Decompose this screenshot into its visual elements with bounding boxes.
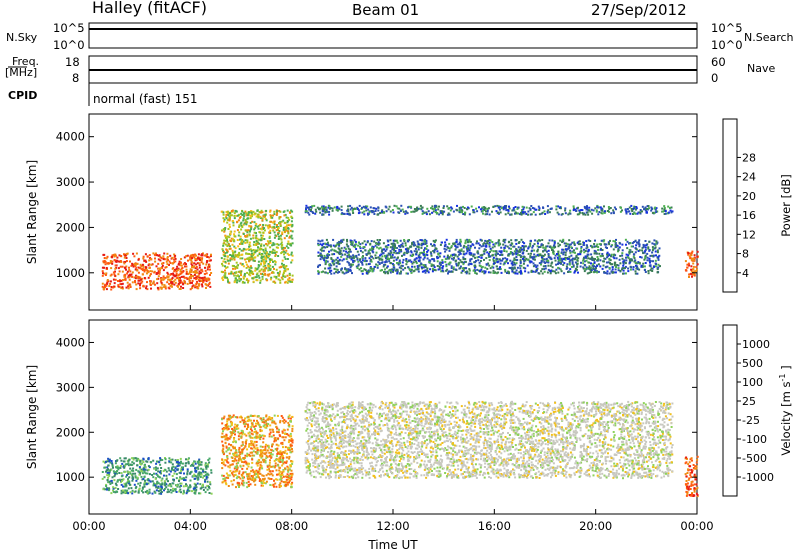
velocity-colorbar-label-3: 25 bbox=[742, 395, 756, 408]
power-colorbar-label-1: 8 bbox=[742, 248, 749, 261]
freq-tick-bottom: 8 bbox=[72, 71, 80, 85]
power-ytick-label-2: 3000 bbox=[56, 175, 85, 189]
power-colorbar-label-4: 20 bbox=[742, 190, 756, 203]
velocity-xtick-label-0: 00:00 bbox=[72, 519, 105, 533]
velocity-colorbar-label-1: 500 bbox=[742, 357, 763, 370]
power-colorbar-label-3: 16 bbox=[742, 209, 756, 222]
velocity-ytick-label-2: 3000 bbox=[56, 380, 85, 394]
nave-tick-bottom: 0 bbox=[711, 71, 719, 85]
power-ytick-label-1: 2000 bbox=[56, 220, 85, 234]
velocity-colorbar-label-6: -500 bbox=[742, 452, 767, 465]
velocity-echo-region-1 bbox=[223, 428, 226, 431]
velocity-ytick-label-0: 1000 bbox=[56, 470, 85, 484]
velocity-colorbar-title: Velocity [m s-1 ] bbox=[778, 365, 793, 455]
power-colorbar-frame bbox=[722, 118, 738, 293]
velocity-xtick-label-1: 04:00 bbox=[174, 519, 207, 533]
x-axis-label: Time UT bbox=[367, 538, 418, 552]
velocity-ylabel: Slant Range [km] bbox=[25, 365, 39, 469]
velocity-colorbar-title-close: ] bbox=[779, 365, 793, 373]
velocity-xtick-label-3: 12:00 bbox=[376, 519, 409, 533]
power-echo-region-1 bbox=[223, 230, 226, 233]
velocity-xtick-label-2: 08:00 bbox=[275, 519, 308, 533]
nsky-label: N.Sky bbox=[6, 31, 38, 44]
freq-tick-top: 18 bbox=[65, 55, 80, 69]
freq-unit: [MHz] bbox=[5, 66, 38, 79]
nsearch-tick-bottom: 10^0 bbox=[711, 38, 743, 52]
beam-label: Beam 01 bbox=[352, 1, 420, 19]
velocity-ytick-label-1: 2000 bbox=[56, 425, 85, 439]
power-colorbar-label-0: 4 bbox=[742, 267, 749, 280]
power-ytick-label-0: 1000 bbox=[56, 266, 85, 280]
power-colorbar-title: Power [dB] bbox=[779, 174, 793, 237]
velocity-echo-region-0 bbox=[144, 479, 146, 482]
nsky-tick-bottom: 10^0 bbox=[53, 38, 85, 52]
velocity-colorbar-label-4: -25 bbox=[742, 414, 760, 427]
velocity-ytick-label-3: 4000 bbox=[56, 335, 85, 349]
power-ytick-label-3: 4000 bbox=[56, 130, 85, 144]
power-echo-layer bbox=[101, 204, 699, 291]
power-colorbar-label-2: 12 bbox=[742, 228, 756, 241]
nsearch-label: N.Search bbox=[744, 31, 794, 44]
nave-tick-top: 60 bbox=[711, 55, 726, 69]
velocity-colorbar-label-5: -100 bbox=[742, 433, 767, 446]
power-ylabel: Slant Range [km] bbox=[25, 160, 39, 264]
velocity-xtick-label-5: 20:00 bbox=[579, 519, 612, 533]
power-colorbar-label-6: 28 bbox=[742, 151, 756, 164]
velocity-xtick-label-4: 16:00 bbox=[478, 519, 511, 533]
cpid-value: normal (fast) 151 bbox=[93, 92, 198, 106]
nsearch-tick-top: 10^5 bbox=[711, 21, 743, 35]
date-label: 27/Sep/2012 bbox=[591, 1, 687, 19]
station-title: Halley (fitACF) bbox=[92, 0, 207, 17]
nave-label: Nave bbox=[747, 62, 776, 75]
freq-label: Freq. bbox=[12, 55, 40, 68]
velocity-echo-region-3 bbox=[696, 455, 699, 458]
nsky-panel bbox=[88, 22, 698, 49]
cpid-label: CPID bbox=[8, 89, 38, 102]
nsky-tick-top: 10^5 bbox=[53, 21, 85, 35]
velocity-colorbar-title-superscript: -1 bbox=[778, 374, 787, 382]
velocity-colorbar-label-0: 1000 bbox=[742, 338, 770, 351]
velocity-colorbar-frame bbox=[722, 324, 738, 497]
power-colorbar-label-5: 24 bbox=[742, 171, 756, 184]
power-echo-region-3 bbox=[412, 210, 415, 213]
velocity-xtick-label-6: 00:00 bbox=[680, 519, 713, 533]
velocity-colorbar-label-2: 100 bbox=[742, 376, 763, 389]
power-echo-region-0 bbox=[194, 270, 197, 272]
velocity-echo-region-2 bbox=[335, 404, 338, 407]
power-echo-region-4 bbox=[690, 268, 693, 271]
velocity-colorbar-label-7: -1000 bbox=[742, 471, 774, 484]
velocity-echo-layer bbox=[101, 400, 699, 498]
power-echo-region-2 bbox=[553, 244, 556, 247]
